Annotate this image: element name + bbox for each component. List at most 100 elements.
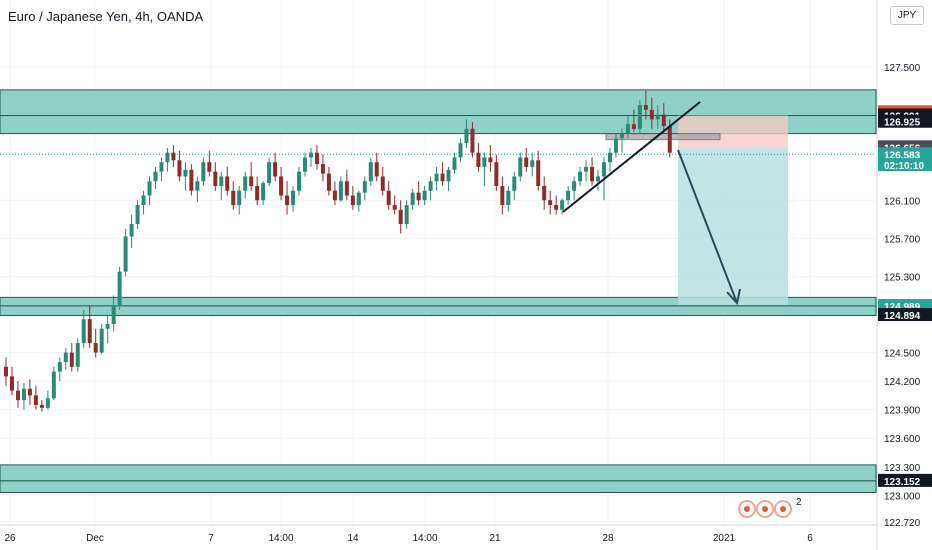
candle[interactable] xyxy=(338,181,343,201)
candle[interactable] xyxy=(249,176,254,186)
candle[interactable] xyxy=(536,160,541,186)
candle[interactable] xyxy=(392,205,397,210)
candle[interactable] xyxy=(159,162,164,172)
candle[interactable] xyxy=(57,362,62,372)
candle[interactable] xyxy=(572,181,577,191)
candle[interactable] xyxy=(273,162,278,177)
support-resistance-zone[interactable] xyxy=(0,464,877,482)
candle[interactable] xyxy=(243,176,248,191)
candle[interactable] xyxy=(524,157,529,167)
candle[interactable] xyxy=(237,190,242,206)
candle[interactable] xyxy=(27,388,32,396)
candle[interactable] xyxy=(255,185,260,201)
candle[interactable] xyxy=(93,343,98,353)
candle[interactable] xyxy=(153,171,158,182)
candle[interactable] xyxy=(344,181,349,196)
candle[interactable] xyxy=(560,200,565,210)
candle[interactable] xyxy=(195,181,200,191)
candle[interactable] xyxy=(458,143,463,158)
support-resistance-zone[interactable] xyxy=(0,89,877,117)
trend-line[interactable] xyxy=(562,101,701,213)
candle[interactable] xyxy=(129,224,134,237)
candle[interactable] xyxy=(649,109,654,120)
candle[interactable] xyxy=(297,171,302,191)
candle[interactable] xyxy=(374,162,379,177)
candle[interactable] xyxy=(33,395,38,405)
candle[interactable] xyxy=(404,205,409,225)
candle[interactable] xyxy=(147,181,152,196)
support-resistance-zone[interactable] xyxy=(0,305,877,316)
candle[interactable] xyxy=(75,343,80,367)
candle[interactable] xyxy=(506,190,511,206)
candle[interactable] xyxy=(291,190,296,206)
candle[interactable] xyxy=(189,169,194,191)
candle[interactable] xyxy=(637,105,642,129)
candle[interactable] xyxy=(368,162,373,182)
candle[interactable] xyxy=(279,176,284,196)
candle[interactable] xyxy=(117,271,122,305)
candle[interactable] xyxy=(4,366,8,377)
candle[interactable] xyxy=(63,352,68,363)
candle[interactable] xyxy=(398,209,403,225)
candle[interactable] xyxy=(111,304,116,325)
candle[interactable] xyxy=(356,192,361,206)
candle[interactable] xyxy=(135,205,140,225)
economic-event-icon[interactable] xyxy=(738,500,756,518)
candle[interactable] xyxy=(530,160,535,167)
candle[interactable] xyxy=(548,200,553,206)
candle[interactable] xyxy=(655,114,660,120)
candle[interactable] xyxy=(69,352,74,367)
candle[interactable] xyxy=(267,162,272,184)
candle[interactable] xyxy=(500,185,505,206)
candle[interactable] xyxy=(303,157,307,172)
stop-loss-box[interactable] xyxy=(678,115,788,148)
candle[interactable] xyxy=(314,152,319,165)
candle[interactable] xyxy=(362,181,367,193)
candle[interactable] xyxy=(9,376,14,391)
take-profit-box[interactable] xyxy=(678,147,788,305)
candle[interactable] xyxy=(350,195,355,206)
price-axis[interactable] xyxy=(877,0,932,550)
candle[interactable] xyxy=(590,166,595,182)
candle[interactable] xyxy=(332,190,337,201)
candle[interactable] xyxy=(625,124,630,134)
candle[interactable] xyxy=(596,176,601,182)
candle[interactable] xyxy=(661,114,666,127)
support-resistance-zone[interactable] xyxy=(0,480,877,493)
candle[interactable] xyxy=(607,152,612,163)
candle[interactable] xyxy=(566,190,571,201)
candle[interactable] xyxy=(171,152,176,161)
candle[interactable] xyxy=(141,195,146,206)
candle[interactable] xyxy=(584,166,589,172)
candle[interactable] xyxy=(643,105,648,110)
candle[interactable] xyxy=(452,157,457,170)
candle[interactable] xyxy=(51,371,56,399)
candle[interactable] xyxy=(285,195,290,206)
candle[interactable] xyxy=(207,162,212,172)
candle[interactable] xyxy=(105,324,110,329)
support-resistance-zone[interactable] xyxy=(0,115,877,135)
candle[interactable] xyxy=(183,169,188,177)
candle[interactable] xyxy=(667,126,672,153)
candle[interactable] xyxy=(512,176,517,191)
candle[interactable] xyxy=(21,388,26,401)
candle[interactable] xyxy=(619,133,624,139)
candle[interactable] xyxy=(470,128,475,153)
candle[interactable] xyxy=(326,173,331,191)
candle[interactable] xyxy=(123,236,128,272)
candle[interactable] xyxy=(578,171,583,182)
candle[interactable] xyxy=(201,162,206,182)
candle[interactable] xyxy=(39,404,44,408)
candle[interactable] xyxy=(494,162,499,186)
candle[interactable] xyxy=(542,185,547,201)
candle[interactable] xyxy=(410,192,415,206)
candle[interactable] xyxy=(165,152,170,163)
candle[interactable] xyxy=(416,192,421,201)
candle[interactable] xyxy=(464,128,469,144)
entry-marker-box[interactable] xyxy=(605,133,721,141)
candle[interactable] xyxy=(434,173,439,182)
economic-event-icon[interactable] xyxy=(774,500,792,518)
candle[interactable] xyxy=(440,173,445,182)
candle[interactable] xyxy=(631,124,636,129)
